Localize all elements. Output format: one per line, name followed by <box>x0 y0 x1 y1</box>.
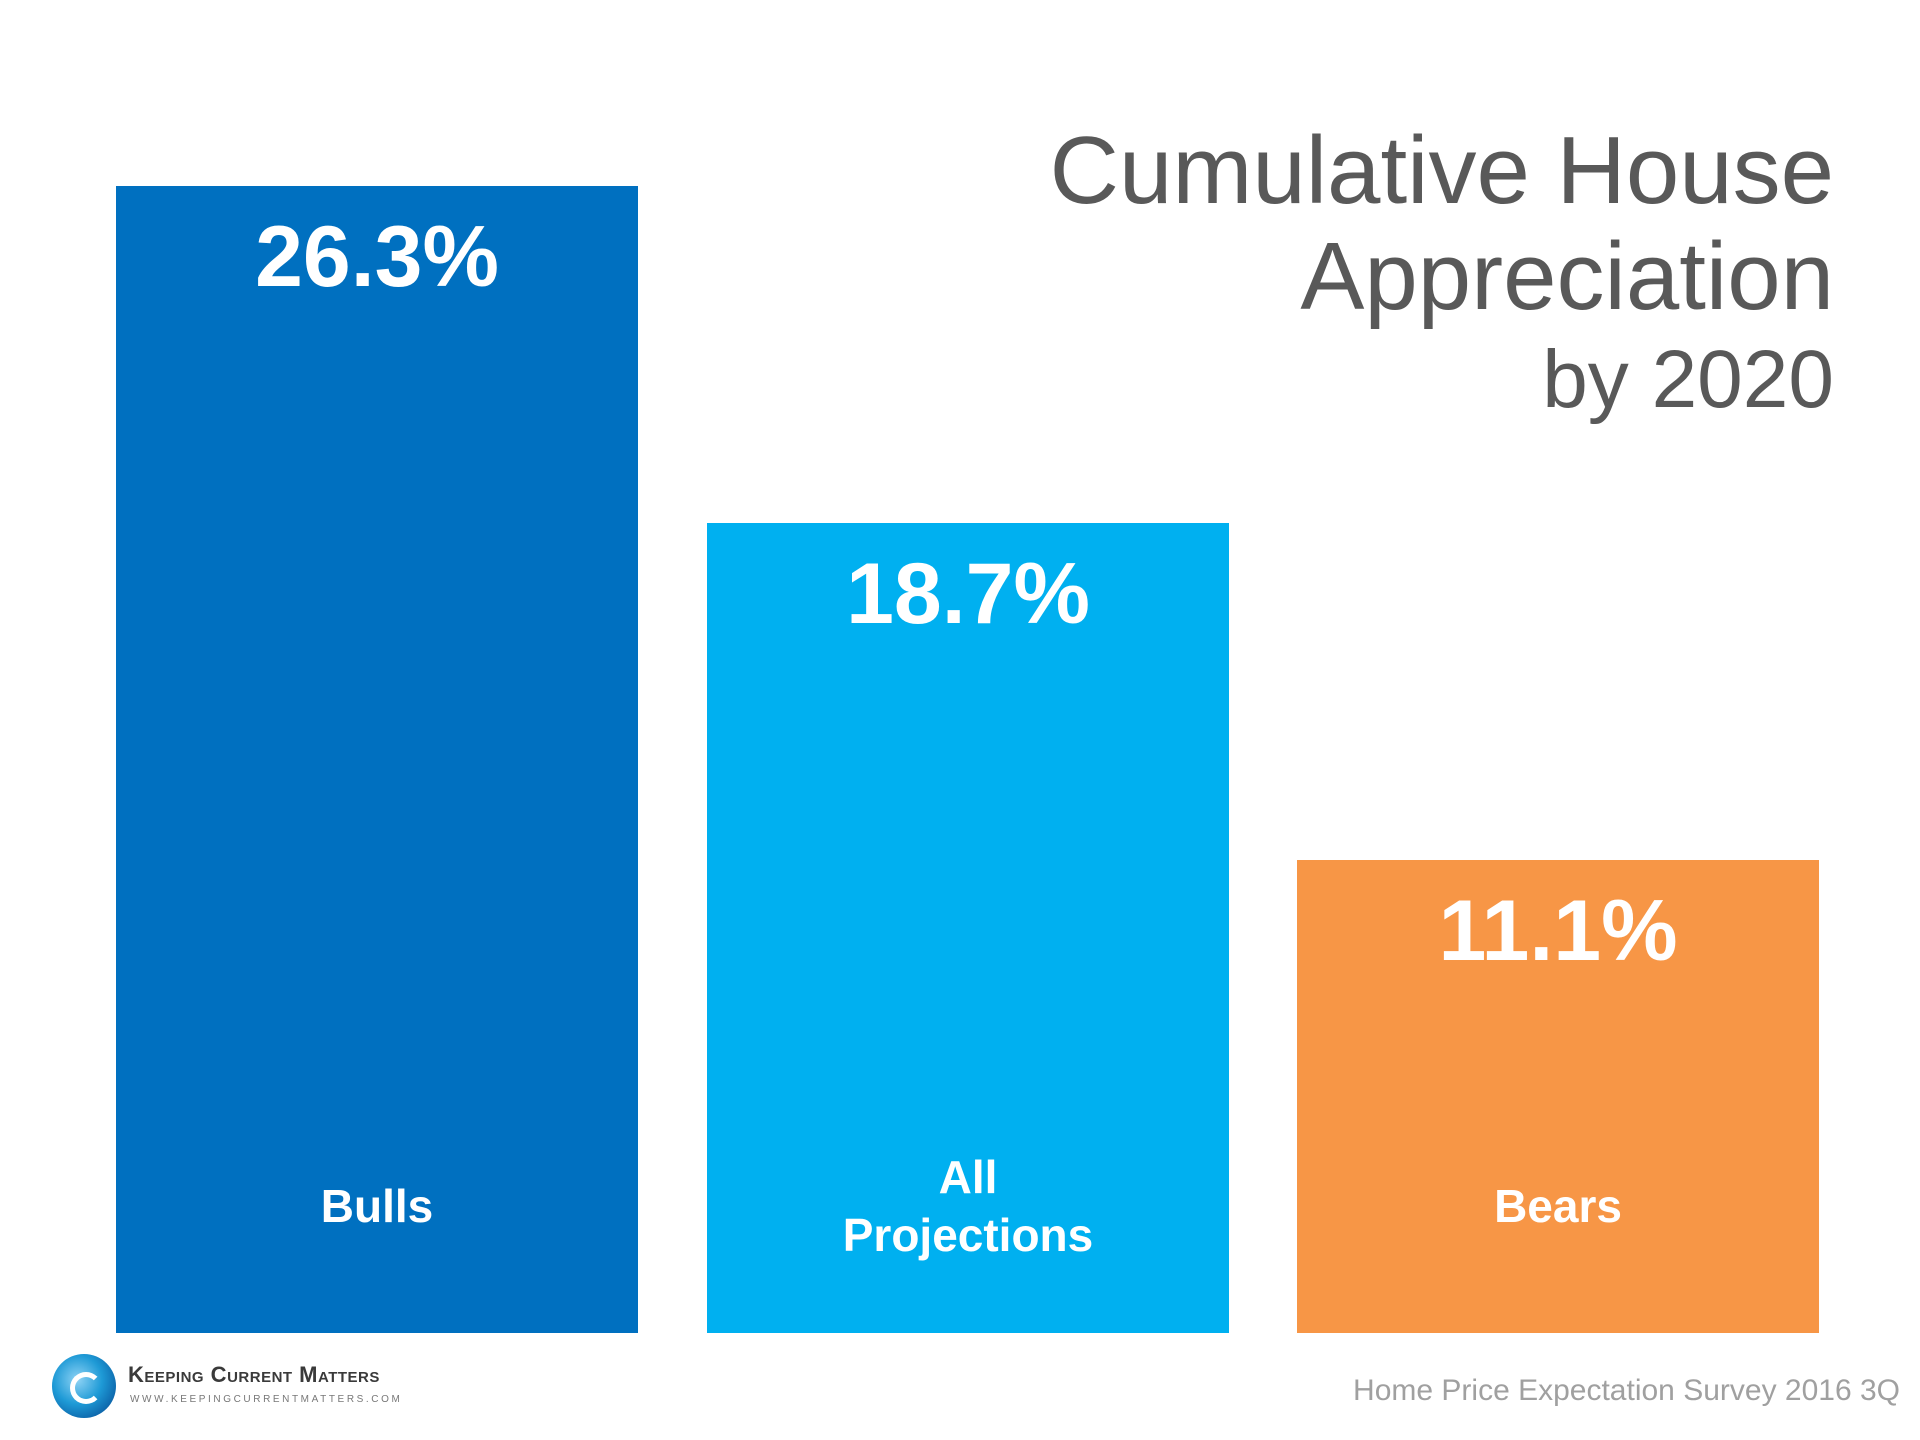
title-line-3: by 2020 <box>1542 334 1834 425</box>
bar-bulls <box>116 186 638 1333</box>
source-note: Home Price Expectation Survey 2016 3Q <box>1353 1374 1900 1407</box>
bar-all-projections <box>707 523 1229 1333</box>
data-label: 11.1% <box>1438 883 1677 979</box>
chart-title: Cumulative House Appreciation by 2020 <box>1050 118 1834 430</box>
logo-name: Keeping Current Matters <box>128 1362 380 1387</box>
data-label: 18.7% <box>846 546 1090 642</box>
category-label: Bears <box>1494 1180 1622 1232</box>
category-label: All <box>939 1151 998 1203</box>
title-line-1: Cumulative House <box>1049 117 1834 224</box>
category-label: Projections <box>843 1209 1094 1261</box>
category-label: Bulls <box>321 1180 433 1232</box>
logo-url: WWW.KEEPINGCURRENTMATTERS.COM <box>130 1394 403 1405</box>
swirl-logo-icon <box>52 1354 116 1418</box>
bar-bears <box>1297 860 1819 1333</box>
data-label: 26.3% <box>255 209 499 305</box>
title-line-2: Appreciation <box>1300 223 1834 330</box>
company-logo: Keeping Current Matters WWW.KEEPINGCURRE… <box>50 1352 400 1424</box>
